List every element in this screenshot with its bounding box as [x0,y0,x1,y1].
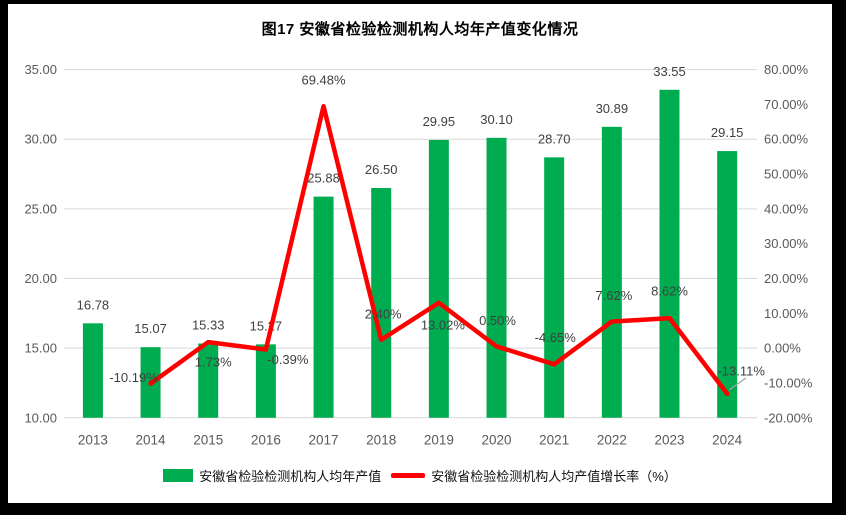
bar-value-label-2016: 15.27 [250,318,283,333]
y-right-tick-label: -10.00% [764,375,813,390]
line-value-label-2021: -4.65% [535,330,577,345]
legend-item-growth-rate: 安徽省检验检测机构人均产值增长率（%） [391,466,677,485]
y-right-tick-label: 40.00% [764,201,809,216]
bar-value-label-2021: 28.70 [538,131,571,146]
y-left-tick-label: 35.00 [24,62,57,77]
line-value-label-2023: 8.62% [651,284,688,299]
y-right-tick-label: 10.00% [764,306,809,321]
legend-line-swatch-icon [391,473,426,478]
bar-value-label-2013: 16.78 [77,297,110,312]
x-tick-label-2014: 2014 [136,433,167,448]
y-right-tick-label: 70.00% [764,97,809,112]
y-right-tick-label: 60.00% [764,132,809,147]
bar-value-label-2022: 30.89 [596,101,629,116]
y-left-tick-label: 20.00 [24,271,57,286]
bar-value-label-2014: 15.07 [134,321,167,336]
y-right-tick-label: 20.00% [764,271,809,286]
growth-rate-line [148,103,730,397]
y-left-tick-label: 25.00 [24,201,57,216]
legend: 安徽省检验检测机构人均年产值 安徽省检验检测机构人均产值增长率（%） [8,466,832,485]
bar-value-label-2023: 33.55 [653,64,686,79]
line-value-label-2016: -0.39% [267,352,309,367]
x-tick-label-2019: 2019 [424,433,454,448]
y-right-tick-label: -20.00% [764,410,813,425]
legend-bar-label: 安徽省检验检测机构人均年产值 [199,469,382,484]
legend-item-output-value: 安徽省检验检测机构人均年产值 [163,466,381,485]
bar-value-label-2018: 26.50 [365,162,398,177]
bar-value-label-2024: 29.15 [711,125,744,140]
x-tick-label-2016: 2016 [251,433,281,448]
y-left-tick-label: 15.00 [24,341,57,356]
x-tick-label-2015: 2015 [193,433,223,448]
chart-canvas: 图17 安徽省检验检测机构人均年产值变化情况 安徽省检验检测机构人均年产值 安徽… [8,4,832,503]
line-value-label-2022: 7.62% [595,288,632,303]
bar-value-label-2019: 29.95 [423,114,456,129]
bar-2023 [659,89,680,418]
x-tick-label-2013: 2013 [78,433,108,448]
bar-value-label-2015: 15.33 [192,318,225,333]
y-right-tick-label: 30.00% [764,236,809,251]
line-value-label-2019: 13.02% [421,317,466,332]
line-value-label-2015: 1.73% [195,355,232,370]
bar-2016 [255,344,276,418]
x-tick-label-2017: 2017 [309,433,339,448]
bar-2024 [717,151,738,418]
line-value-label-2024: -13.11% [717,363,765,378]
chart-title: 图17 安徽省检验检测机构人均年产值变化情况 [261,21,579,38]
line-value-label-2020: 0.50% [479,313,516,328]
x-tick-label-2023: 2023 [654,433,684,448]
bar-2015 [198,343,219,418]
line-value-label-2017: 69.48% [301,73,346,88]
y-right-tick-label: 0.00% [764,341,801,356]
bar-2013 [82,323,103,418]
x-tick-label-2018: 2018 [366,433,396,448]
label-leader-line [728,377,747,391]
bar-2017 [313,196,334,418]
bar-value-label-2020: 30.10 [480,112,513,127]
bar-value-label-2017: 25.88 [307,171,340,186]
bar-2018 [371,187,392,418]
bar-2020 [486,137,507,418]
y-right-tick-label: 80.00% [764,62,809,77]
x-tick-label-2021: 2021 [539,433,569,448]
legend-line-label: 安徽省检验检测机构人均产值增长率（%） [431,469,677,484]
x-tick-label-2022: 2022 [597,433,627,448]
line-value-label-2018: 2.40% [365,306,402,321]
bar-2022 [601,126,622,418]
bar-2019 [428,139,449,418]
y-right-tick-label: 50.00% [764,167,809,182]
y-left-tick-label: 10.00 [24,410,57,425]
x-tick-label-2024: 2024 [712,433,743,448]
y-left-tick-label: 30.00 [24,132,57,147]
bar-2021 [544,157,565,418]
line-value-label-2014: -10.19% [109,370,158,385]
legend-bar-swatch-icon [163,469,194,482]
x-tick-label-2020: 2020 [481,433,511,448]
